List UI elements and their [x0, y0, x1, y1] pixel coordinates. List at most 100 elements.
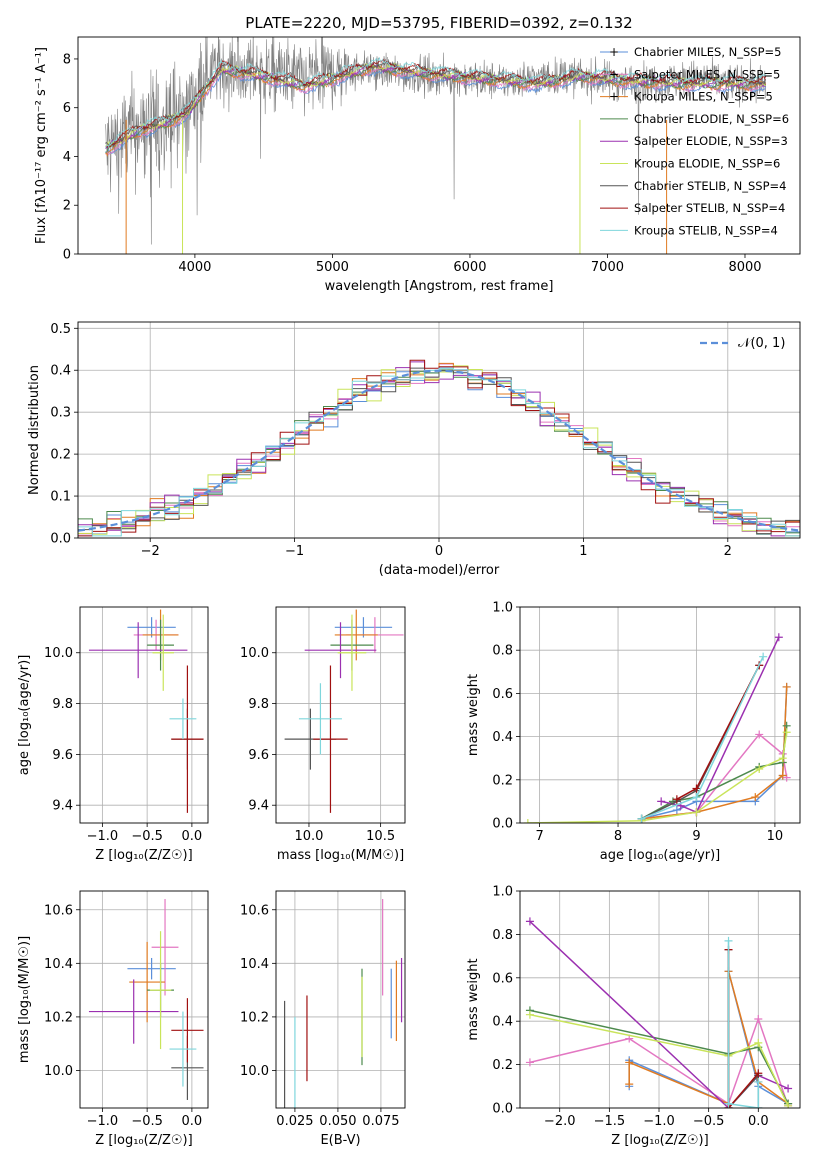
errorbar-point: [152, 614, 174, 691]
legend-entry: Chabrier MILES, N_SSP=5: [634, 45, 781, 59]
legend-entry: 𝒩(0, 1): [738, 336, 785, 351]
y-tick-label: 1.0: [492, 601, 513, 616]
errorbar-point: [151, 899, 179, 996]
y-tick-label: 0.8: [492, 928, 513, 943]
weight-marker: [759, 652, 768, 661]
y-axis-label: mass [log₁₀(M/M☉)]: [17, 936, 32, 1063]
model-line: [105, 66, 766, 155]
x-tick-label: 0.050: [319, 1114, 356, 1129]
weight-marker: [637, 814, 646, 823]
plot-frame: [519, 890, 801, 1109]
y-tick-label: 10.6: [240, 903, 269, 918]
weight-marker: [724, 936, 733, 945]
weight-series-line: [529, 1013, 789, 1107]
y-tick-label: 10.0: [44, 646, 73, 661]
y-tick-label: 9.4: [52, 799, 73, 814]
x-tick-label: 0.0: [748, 1114, 769, 1129]
histogram-series: [78, 361, 800, 537]
errorbars: [88, 899, 204, 1100]
x-axis-label: E(B-V): [320, 1133, 360, 1148]
x-axis-label: wavelength [Angstrom, rest frame]: [325, 279, 554, 294]
weight-marker: [692, 793, 701, 802]
legend-marker: +: [609, 45, 619, 59]
spectrum-legend: + Chabrier MILES, N_SSP=5 + Salpeter MILES,…: [600, 45, 789, 237]
y-tick-label: 2: [63, 199, 71, 214]
errorbar-point: [337, 614, 367, 691]
x-tick-label: 0: [435, 544, 443, 559]
weight-marker: [692, 784, 701, 793]
plot-frame: [275, 606, 406, 824]
weight-marker: [782, 682, 791, 691]
x-tick-label: 10.5: [366, 829, 395, 844]
errorbar-point: [129, 941, 166, 1023]
plot-frame: [77, 321, 801, 539]
residuals-panel: −2 −1 0 1 2 0.0 0.1 0.2 0.3 0.4 0.5 (data-model)/er…: [27, 321, 801, 578]
y-tick-label: 10.0: [240, 646, 269, 661]
y-tick-label: 9.8: [248, 697, 269, 712]
x-tick-label: 4000: [178, 260, 211, 275]
x-tick-label: 1: [579, 544, 587, 559]
x-axis-label: Z [log₁₀(Z/Z☉)]: [95, 848, 192, 863]
legend-entry: Kroupa ELODIE, N_SSP=6: [634, 157, 780, 171]
y-axis-label: Normed distribution: [27, 365, 42, 495]
x-tick-label: 7000: [591, 260, 624, 275]
y-axis-label: mass weight: [466, 674, 481, 756]
legend-entry: Salpeter MILES, N_SSP=5: [634, 67, 780, 81]
y-tick-label: 0: [63, 248, 71, 263]
spectrum-lines: [105, 37, 766, 254]
y-tick-label: 4: [63, 150, 71, 165]
histogram-steps: [78, 359, 800, 537]
observed-spectrum: [105, 37, 766, 245]
y-tick-label: 0.8: [492, 644, 513, 659]
y-tick-label: 0.0: [50, 532, 71, 547]
weight-marker: [754, 1069, 763, 1078]
histogram-series: [78, 367, 800, 537]
x-tick-label: 8: [614, 829, 622, 844]
weight-series-line: [727, 940, 760, 1108]
age-vs-mass-panel: 10.0 10.5 9.4 9.6 9.8 10.0 mass [log₁₀(M/M☉)]: [240, 606, 406, 863]
errorbars: [284, 609, 404, 813]
x-tick-label: 0.0: [182, 829, 203, 844]
x-tick-label: −0.5: [131, 1114, 163, 1129]
x-tick-label: 0.075: [362, 1114, 399, 1129]
y-tick-label: 0.6: [492, 687, 513, 702]
plot-frame: [77, 36, 801, 255]
legend-entry: Kroupa MILES, N_SSP=5: [634, 90, 773, 104]
weight-marker: [692, 808, 701, 817]
y-tick-label: 0.2: [492, 1058, 513, 1073]
x-tick-label: −0.5: [131, 829, 163, 844]
errorbar-point: [334, 617, 393, 638]
weight-series-line: [527, 732, 788, 823]
weight-marker: [523, 819, 532, 823]
errorbar-point: [171, 998, 204, 1063]
weight-marker: [782, 773, 791, 782]
weight-marker: [784, 1101, 793, 1108]
errorbar-point: [127, 617, 176, 638]
weight-marker: [778, 754, 787, 763]
y-tick-label: 10.2: [44, 1010, 73, 1025]
spectrum-panel: 4000 5000 6000 7000 8000 0 2 4 6 8 wavelength [Ang…: [34, 14, 801, 294]
weight-vs-metallicity-panel: −2.0 −1.5 −1.0 −0.5 0.0 0.0 0.2 0.4 0.6 0.8 1.0 Z […: [466, 885, 801, 1148]
x-tick-label: 10: [767, 829, 784, 844]
normal-reference-curve: [78, 369, 800, 532]
legend-marker: +: [609, 90, 619, 104]
errorbar-point: [147, 619, 174, 671]
x-axis-label: Z [log₁₀(Z/Z☉)]: [95, 1133, 192, 1148]
x-tick-label: 0.0: [182, 1114, 203, 1129]
y-tick-label: 6: [63, 101, 71, 116]
weight-series-line: [676, 664, 760, 800]
errorbar-point: [149, 931, 172, 1050]
mass-vs-metallicity-panel: −1.0 −0.5 0.0 10.0 10.2 10.4 10.6 Z [log₁₀(Z/Z☉…: [17, 890, 209, 1148]
weight-marker: [724, 1099, 733, 1108]
y-axis-label: mass weight: [466, 958, 481, 1040]
x-tick-label: −1.0: [87, 829, 119, 844]
legend-entry: Salpeter STELIB, N_SSP=4: [634, 201, 785, 215]
y-tick-label: 10.4: [240, 957, 269, 972]
weight-marker: [754, 1104, 763, 1108]
y-tick-label: 10.0: [240, 1064, 269, 1079]
errorbars: [88, 609, 204, 813]
x-tick-label: 5000: [316, 260, 349, 275]
y-tick-label: 0.3: [50, 406, 71, 421]
y-tick-label: 0.2: [492, 773, 513, 788]
errorbar-point: [171, 665, 204, 813]
